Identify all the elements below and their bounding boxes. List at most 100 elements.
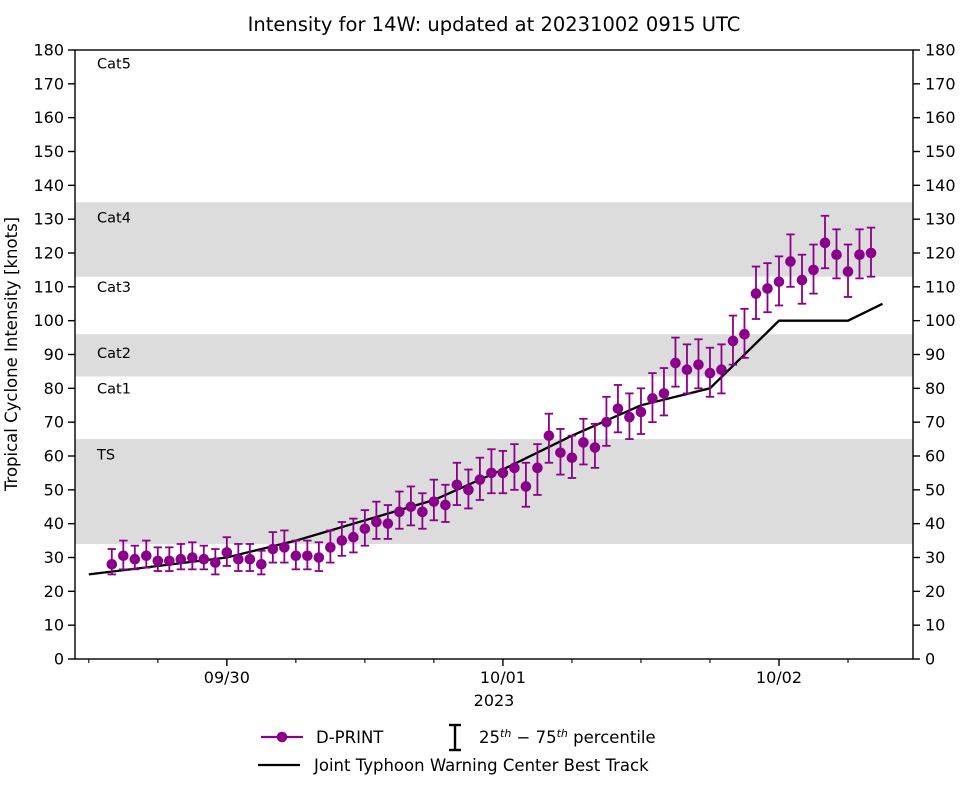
data-point-marker: [739, 328, 750, 340]
y-tick-label-right: 110: [925, 277, 956, 296]
y-tick-label-right: 20: [925, 582, 945, 601]
band-cat2: [75, 334, 913, 377]
y-tick-label-right: 170: [925, 74, 956, 93]
data-point-marker: [785, 256, 796, 267]
y-tick-label-right: 130: [925, 210, 956, 229]
data-point-marker: [417, 506, 428, 518]
data-point-marker: [474, 474, 486, 485]
data-point-marker: [336, 535, 348, 546]
category-label-cat2: Cat2: [97, 346, 131, 362]
y-tick-label-left: 10: [44, 616, 64, 635]
data-point-marker: [244, 553, 256, 565]
category-label-cat1: Cat1: [97, 381, 131, 397]
data-point-marker: [532, 462, 543, 474]
data-point-marker: [681, 364, 693, 376]
y-tick-label-left: 130: [33, 210, 64, 229]
y-tick-label-right: 80: [925, 379, 945, 398]
data-point-marker: [624, 411, 635, 423]
data-point-marker: [440, 499, 451, 511]
data-point-marker: [716, 364, 727, 376]
category-label-ts: TS: [96, 447, 115, 463]
data-point-marker: [762, 283, 773, 294]
y-tick-label-left: 30: [44, 548, 64, 567]
y-tick-label-right: 140: [925, 176, 956, 195]
category-label-cat3: Cat3: [97, 280, 131, 296]
data-point-marker: [566, 452, 578, 463]
y-tick-label-right: 60: [925, 447, 945, 466]
data-point-marker: [325, 542, 336, 553]
y-tick-label-right: 180: [925, 41, 956, 60]
y-tick-label-left: 80: [44, 379, 64, 398]
x-axis-year-label: 2023: [474, 691, 515, 710]
data-point-marker: [348, 531, 359, 543]
data-point-marker: [543, 430, 555, 442]
dprint-series: [106, 214, 877, 576]
data-point-marker: [727, 335, 739, 347]
data-point-marker: [141, 550, 152, 562]
data-point-marker: [601, 416, 612, 428]
axes: 0 0 10 10 20 20 30 30 40 40 50 50 60 60 70 70 80 80 90 90 10…: [33, 41, 955, 688]
data-point-marker: [302, 550, 313, 562]
category-label-cat4: Cat4: [97, 210, 131, 226]
data-point-marker: [382, 518, 394, 529]
legend-percentile-glyph: [449, 723, 461, 752]
y-tick-label-left: 50: [44, 480, 64, 499]
data-point-marker: [589, 442, 601, 453]
y-tick-label-left: 60: [44, 447, 64, 466]
data-point-marker: [371, 516, 382, 528]
y-tick-label-right: 150: [925, 142, 956, 161]
data-point-marker: [670, 357, 681, 369]
data-point-marker: [520, 481, 532, 492]
x-tick-label: 10/01: [480, 668, 526, 687]
data-point-marker: [647, 393, 658, 404]
y-tick-label-left: 160: [33, 108, 64, 127]
chart-title: Intensity for 14W: updated at 20231002 0…: [248, 13, 741, 36]
y-tick-label-left: 180: [33, 41, 64, 60]
data-point-marker: [233, 553, 244, 565]
y-tick-label-left: 90: [44, 345, 64, 364]
data-point-marker: [658, 388, 670, 399]
data-point-marker: [693, 359, 704, 370]
data-point-marker: [405, 501, 417, 513]
y-tick-label-left: 150: [33, 142, 64, 161]
data-point-marker: [290, 550, 302, 562]
y-tick-label-left: 70: [44, 413, 64, 432]
data-point-marker: [198, 553, 210, 565]
data-point-marker: [750, 288, 762, 299]
y-tick-label-right: 70: [925, 413, 945, 432]
y-tick-label-right: 50: [925, 480, 945, 499]
data-point-marker: [210, 557, 221, 568]
y-tick-label-right: 0: [925, 650, 935, 669]
data-point-marker: [359, 523, 371, 535]
data-point-marker: [129, 553, 141, 565]
data-point-marker: [612, 403, 624, 414]
data-point-marker: [152, 555, 164, 567]
data-point-marker: [555, 447, 566, 458]
y-tick-label-left: 110: [33, 277, 64, 296]
y-tick-label-left: 100: [33, 311, 64, 330]
data-point-marker: [463, 484, 474, 496]
data-point-marker: [635, 406, 647, 418]
y-tick-label-right: 10: [925, 616, 945, 635]
data-point-marker: [164, 555, 175, 567]
data-point-marker: [796, 274, 808, 286]
data-point-marker: [279, 542, 290, 553]
data-point-marker: [175, 553, 187, 565]
y-tick-label-left: 20: [44, 582, 64, 601]
y-tick-label-right: 120: [925, 244, 956, 263]
category-label-cat5: Cat5: [97, 57, 131, 73]
data-point-marker: [221, 547, 233, 558]
data-point-marker: [509, 462, 520, 474]
data-point-marker: [313, 552, 325, 563]
data-point-marker: [854, 249, 865, 260]
legend-dprint-marker-sample: [276, 731, 288, 743]
y-tick-label-left: 40: [44, 514, 64, 533]
data-point-marker: [704, 367, 716, 379]
band-ts: [75, 439, 913, 544]
y-tick-label-left: 120: [33, 244, 64, 263]
y-axis-label: Tropical Cyclone Intensity [knots]: [2, 217, 21, 492]
y-tick-label-left: 0: [54, 650, 64, 669]
data-point-marker: [256, 558, 267, 570]
